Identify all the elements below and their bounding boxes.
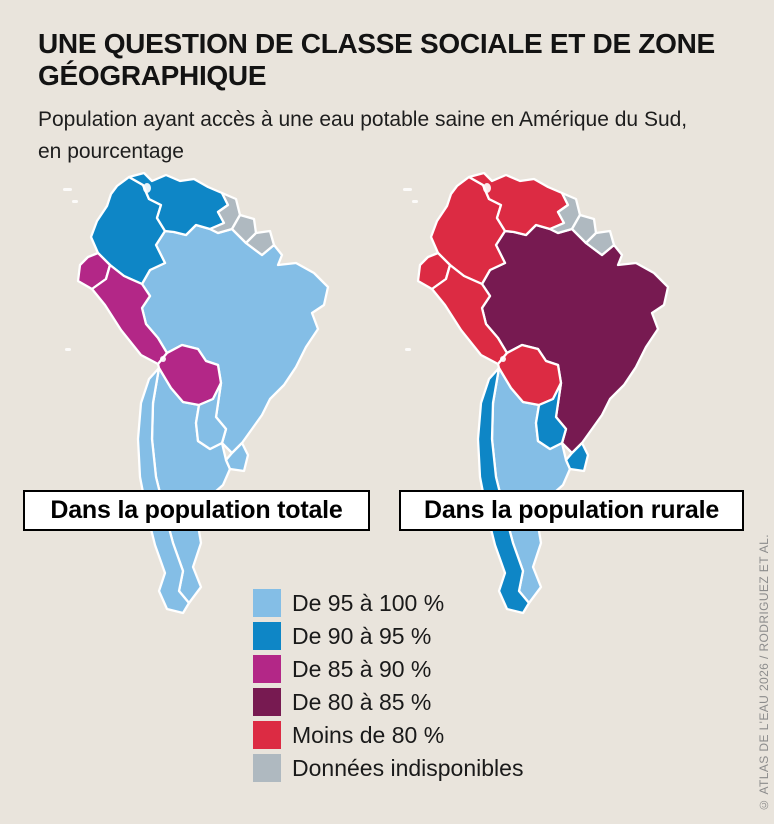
legend-swatch xyxy=(253,721,281,749)
island xyxy=(403,188,412,191)
country-chile xyxy=(476,366,531,615)
legend-swatch xyxy=(253,688,281,716)
island xyxy=(412,200,418,203)
country-french-guiana xyxy=(244,229,276,257)
country-guyana xyxy=(208,191,242,235)
legend-item: Moins de 80 % xyxy=(253,721,523,749)
map-label-text: Dans la population totale xyxy=(50,496,343,524)
legend-item-label: De 85 à 90 % xyxy=(292,655,432,682)
country-french-guiana xyxy=(584,229,616,257)
island xyxy=(405,348,411,351)
legend-item: Données indisponibles xyxy=(253,754,523,782)
legend: De 95 à 100 % De 90 à 95 % De 85 à 90 % … xyxy=(253,589,523,782)
country-uruguay xyxy=(224,441,250,473)
legend-item-label: De 90 à 95 % xyxy=(292,622,432,649)
legend-swatch xyxy=(253,754,281,782)
country-uruguay xyxy=(564,441,590,473)
legend-item-label: Moins de 80 % xyxy=(292,721,445,748)
legend-swatch xyxy=(253,655,281,683)
lake xyxy=(160,356,166,362)
legend-swatch xyxy=(253,589,281,617)
island xyxy=(65,348,71,351)
lake xyxy=(500,356,506,362)
legend-item: De 85 à 90 % xyxy=(253,655,523,683)
legend-item: De 90 à 95 % xyxy=(253,622,523,650)
credit: © ATLAS DE L'EAU 2026 / RODRIGUEZ ET AL. xyxy=(757,534,771,812)
map-population-rurale xyxy=(395,172,715,617)
country-paraguay xyxy=(194,381,228,451)
map-label-population-rurale: Dans la population rurale xyxy=(399,490,744,531)
lake xyxy=(483,183,491,193)
island xyxy=(72,200,78,203)
map-label-population-totale: Dans la population totale xyxy=(23,490,370,531)
lake xyxy=(143,183,151,193)
country-chile xyxy=(136,366,191,615)
map-population-totale xyxy=(55,172,375,617)
legend-item-label: Données indisponibles xyxy=(292,754,524,781)
page-title: UNE QUESTION DE CLASSE SOCIALE ET DE ZON… xyxy=(38,28,715,92)
country-paraguay xyxy=(534,381,568,451)
legend-swatch xyxy=(253,622,281,650)
page-subtitle: Population ayant accès à une eau potable… xyxy=(38,108,688,163)
legend-item: De 95 à 100 % xyxy=(253,589,523,617)
legend-item-label: De 95 à 100 % xyxy=(292,589,445,616)
map-label-text: Dans la population rurale xyxy=(423,496,720,524)
country-guyana xyxy=(548,191,582,235)
legend-item: De 80 à 85 % xyxy=(253,688,523,716)
legend-item-label: De 80 à 85 % xyxy=(292,688,432,715)
island xyxy=(63,188,72,191)
